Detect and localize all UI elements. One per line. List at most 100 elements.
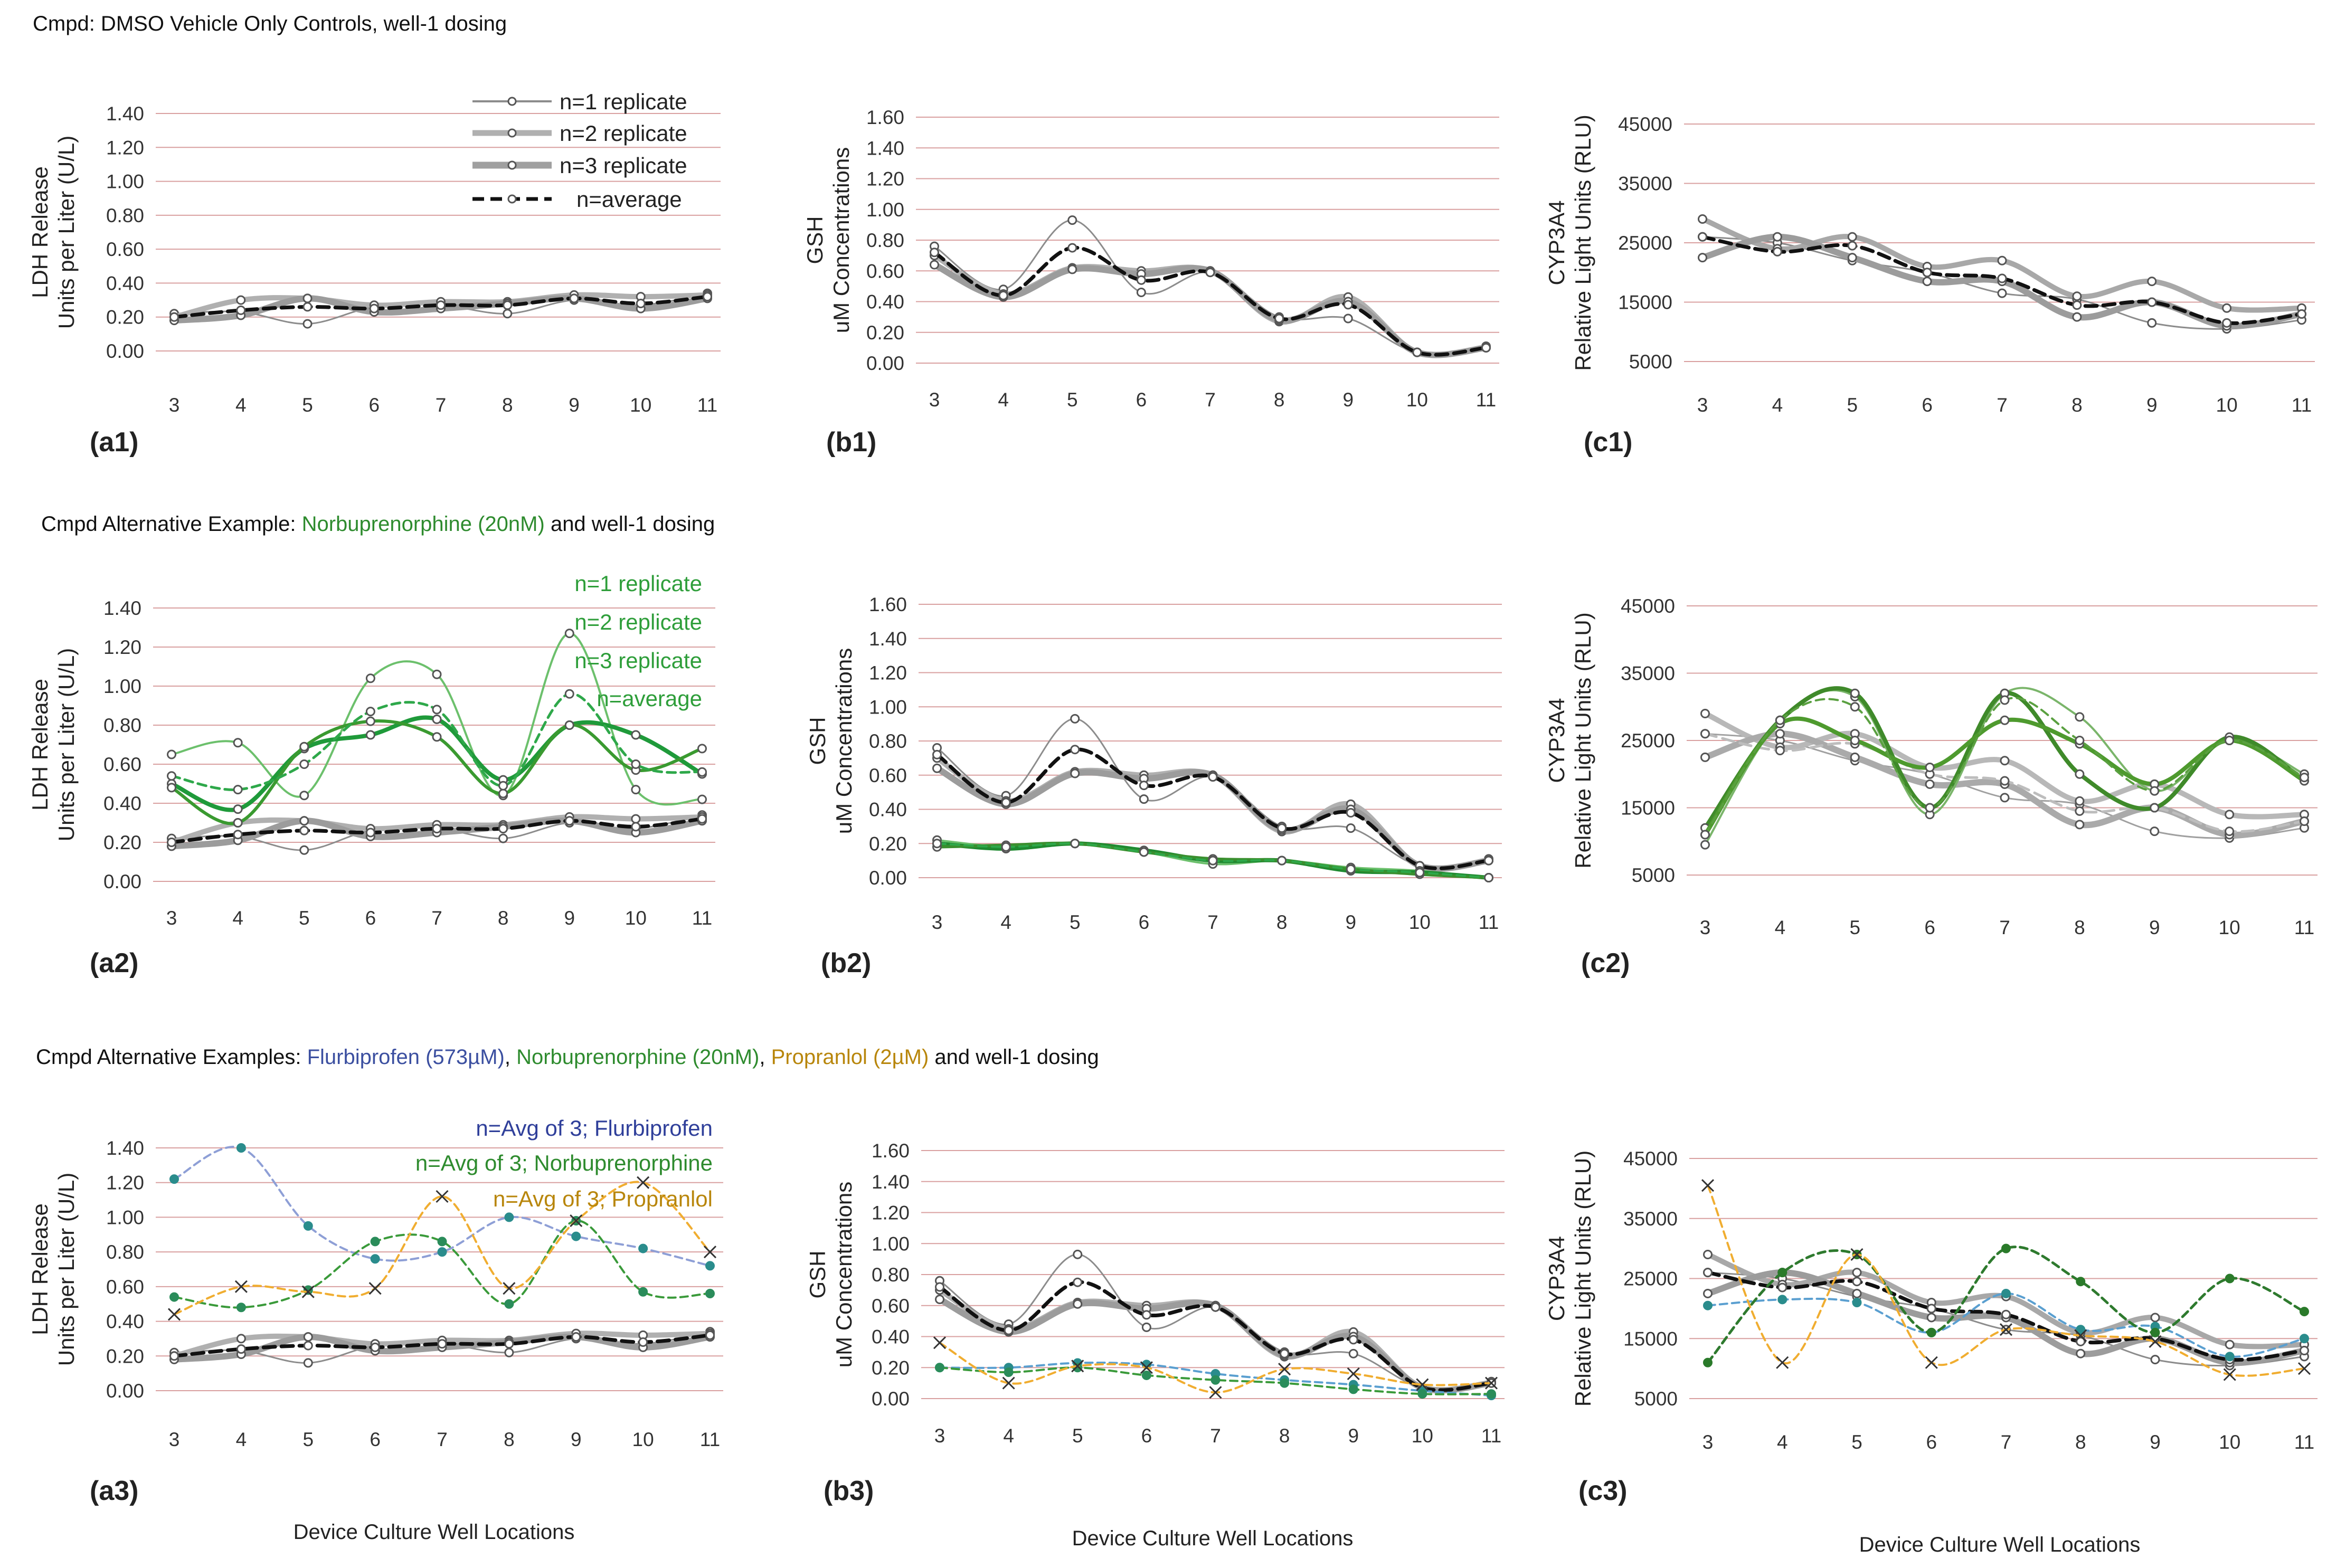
c3-series-7-point-3	[1850, 1248, 1864, 1261]
row-title-3-segment-4: Norbuprenorphine (20nM)	[516, 1046, 759, 1069]
c1-series-3-point-2	[1772, 232, 1782, 242]
chart-a2-ldh-norbuprenorphine: 0.00 0.20 0.40 0.60 0.80 1.00 1.20 1.40 3 4 5 6 7 8 9 1…	[27, 571, 715, 978]
c3-xtick-label-6: 8	[2075, 1431, 2086, 1453]
a1-xtick-label-2: 4	[235, 394, 247, 416]
c3-xtick-label-4: 6	[1926, 1431, 1937, 1453]
b3-series-4-point-6	[1280, 1348, 1290, 1358]
b2-ytick-label-5: 0.80	[869, 730, 907, 752]
b2-series-8-point-4	[1139, 847, 1149, 857]
c3-ytick-label-3: 25000	[1623, 1268, 1678, 1290]
row-title-3-segment-5: ,	[759, 1046, 771, 1069]
a3-series-7-point-9	[703, 1246, 717, 1259]
a2-series-7-point-1	[167, 783, 176, 793]
b2-series-3-point-1	[932, 763, 942, 773]
b2-series-8-point-1	[932, 839, 942, 849]
c2-series-7-point-5	[2000, 715, 2010, 725]
a3-xtick-label-4: 6	[370, 1429, 381, 1450]
c2-xtick-label-5: 7	[1999, 917, 2010, 938]
a1-xtick-label-8: 10	[630, 394, 651, 416]
b2-series-8-point-2	[1001, 842, 1011, 852]
c2-series-3-point-4	[1925, 779, 1935, 789]
a1-legend-label-2: n=2 replicate	[560, 121, 687, 146]
a3-series-6-point-6	[504, 1299, 514, 1309]
a3-series-5-point-1	[169, 1174, 179, 1184]
c2-series-8-point-2	[1775, 715, 1785, 725]
b3-xtick-label-6: 8	[1279, 1425, 1290, 1447]
b2-xtick-label-7: 9	[1345, 911, 1356, 933]
row-title-2: Cmpd Alternative Example: Norbuprenorphi…	[41, 512, 715, 536]
c3-ytick-label-2: 15000	[1623, 1328, 1678, 1350]
b2-series-1-point-4	[1139, 794, 1149, 804]
a2-series-8-point-7	[564, 689, 574, 699]
b3-ytick-label-5: 0.80	[872, 1264, 910, 1286]
b1-ytick-label-7: 1.20	[866, 168, 904, 190]
c3-series-7-point-6-stroke-b	[2074, 1329, 2087, 1342]
c3-series-4-point-2	[1777, 1282, 1787, 1293]
c1-xtick-label-4: 6	[1922, 394, 1933, 416]
c3-series-6-point-9	[2300, 1307, 2309, 1317]
b1-ytick-label-1: 0.00	[866, 353, 904, 374]
b3-series-4-point-2	[1004, 1325, 1014, 1335]
b1-series-4-point-7	[1343, 300, 1353, 310]
c3-series-5-point-2	[1777, 1295, 1787, 1305]
a1-ytick-label-4: 0.60	[106, 239, 144, 260]
c2-series-4-point-5	[2000, 776, 2010, 786]
a3-series-7-point-2-stroke-b	[234, 1280, 248, 1293]
b3-xtick-label-9: 11	[1481, 1425, 1501, 1447]
row-title-3-segment-1: Cmpd Alternative Examples:	[36, 1046, 307, 1069]
c3-series-2-point-7	[2150, 1313, 2160, 1323]
x-axis-title-c: Device Culture Well Locations	[1859, 1533, 2141, 1556]
a1-series-4-point-4	[369, 303, 379, 313]
b3-series-7-point-1-stroke-b	[933, 1336, 947, 1350]
b3-ytick-label-7: 1.20	[872, 1202, 910, 1224]
c3-series-7-point-4	[1925, 1356, 1938, 1369]
a2-series-8-point-6	[498, 781, 508, 791]
c3-series-5-point-5	[2001, 1288, 2011, 1298]
b1-series-1-point-4	[1136, 288, 1146, 298]
c2-series-8-point-6	[2075, 736, 2085, 745]
c2-series-1-point-7	[2150, 826, 2160, 837]
c2-series-3-point-2	[1775, 729, 1785, 739]
a3-series-4-point-2	[236, 1344, 246, 1354]
b3-xtick-label-5: 7	[1210, 1425, 1221, 1447]
row-title-3: Cmpd Alternative Examples: Flurbiprofen …	[36, 1046, 1099, 1069]
c3-series-7-point-8-stroke-b	[2223, 1368, 2236, 1381]
a3-ylabel-line-2: Units per Liter (U/L)	[54, 1173, 79, 1366]
c2-ylabel-line-1: CYP3A4	[1544, 698, 1569, 783]
a3-series-7-point-5-stroke-b	[436, 1190, 449, 1203]
c2-series-line-8	[1704, 697, 2305, 836]
a1-xtick-label-3: 5	[302, 394, 313, 416]
c3-series-7-point-1-stroke-b	[1701, 1179, 1715, 1192]
b2-series-4-point-6	[1277, 823, 1287, 833]
b3-series-line-5	[939, 1361, 1492, 1397]
c2-series-6-point-3	[1850, 688, 1860, 698]
c3-series-4-point-5	[2001, 1309, 2011, 1319]
c3-series-4-point-6	[2076, 1336, 2086, 1346]
a1-legend-label-3: n=3 replicate	[560, 153, 687, 178]
c1-series-3-point-3	[1847, 253, 1857, 263]
a3-ytick-label-6: 1.00	[106, 1206, 144, 1228]
b1-ytick-label-3: 0.40	[866, 291, 904, 313]
x-axis-title-a: Device Culture Well Locations	[294, 1521, 575, 1544]
c2-series-2-point-8	[2225, 810, 2235, 820]
c2-series-6-point-6	[2075, 769, 2085, 779]
x-axis-title-b: Device Culture Well Locations	[1072, 1527, 1354, 1550]
c3-series-5-point-6	[2076, 1325, 2086, 1335]
a2-series-7-point-3	[299, 742, 309, 752]
b1-ytick-label-2: 0.20	[866, 322, 904, 344]
b3-series-4-point-4	[1141, 1310, 1151, 1320]
a3-series-7-point-3-stroke-b	[301, 1285, 315, 1298]
b3-series-line-6	[939, 1366, 1492, 1395]
c1-ylabel-line-2: Relative Light Units (RLU)	[1571, 115, 1595, 371]
c1-xtick-label-2: 4	[1772, 394, 1783, 416]
c3-series-7-point-5	[1999, 1323, 2013, 1336]
c2-series-2-point-1	[1700, 709, 1710, 718]
b1-series-line-1	[933, 219, 1487, 355]
a2-series-8-point-9	[697, 767, 707, 777]
b2-series-4-point-9	[1484, 856, 1493, 866]
b2-xtick-label-6: 8	[1276, 911, 1288, 933]
a3-legend-label-1: n=Avg of 3; Flurbiprofen	[476, 1116, 713, 1141]
a1-ytick-label-5: 0.80	[106, 205, 144, 226]
b3-series-6-point-4	[1141, 1370, 1151, 1380]
b3-ylabel-line-2: uM Concentrations	[831, 1182, 856, 1368]
